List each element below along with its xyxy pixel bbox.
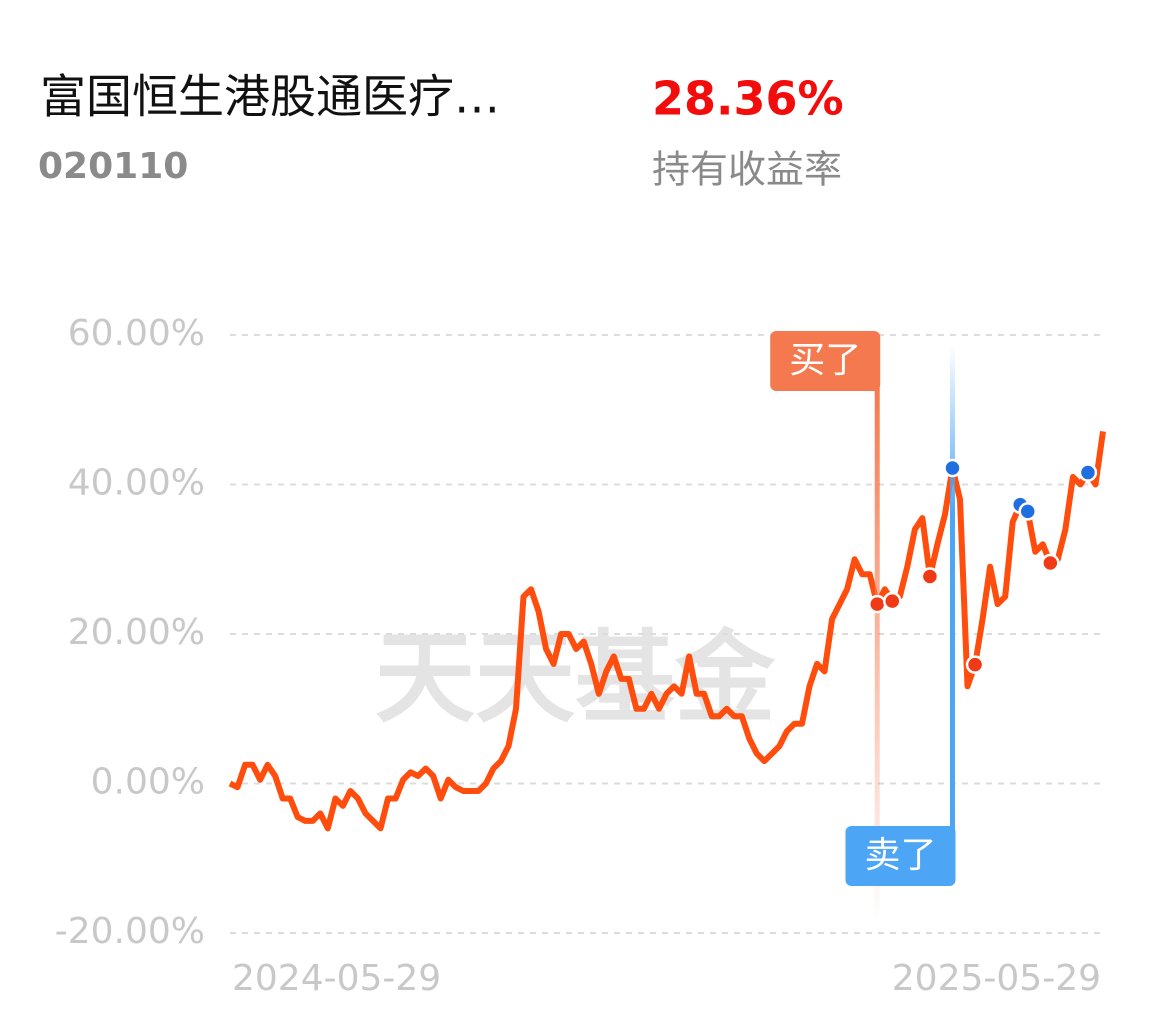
sell-flag-label: 卖了 xyxy=(864,835,936,876)
fund-title: 富国恒生港股通医疗… xyxy=(40,70,500,124)
y-tick-label: -20.00% xyxy=(55,911,205,952)
sell-point xyxy=(1018,502,1037,521)
x-tick-label: 2025-05-29 xyxy=(892,958,1101,999)
x-tick-label: 2024-05-29 xyxy=(232,958,441,999)
sell-point xyxy=(943,458,962,478)
buy-point xyxy=(883,591,902,611)
fund-code: 020110 xyxy=(38,146,188,187)
sell-guide xyxy=(949,345,955,830)
sell-point xyxy=(1078,463,1098,482)
y-tick-label: 20.00% xyxy=(68,612,205,653)
buy-point xyxy=(867,594,887,614)
buy-flag-label: 买了 xyxy=(789,340,861,381)
y-tick-label: 0.00% xyxy=(91,762,205,803)
buy-guide xyxy=(874,388,880,923)
y-tick-label: 60.00% xyxy=(68,313,205,354)
series-line xyxy=(228,430,1106,832)
return-value: 28.36% xyxy=(652,72,844,126)
buy-point xyxy=(1041,553,1060,573)
sell-flag xyxy=(845,826,956,886)
buy-point xyxy=(965,655,985,674)
y-tick-label: 40.00% xyxy=(68,463,205,504)
buy-flag xyxy=(770,331,881,391)
chart: -20.00% 0.00% 20.00% 40.00% 60.00% 2024-05-29… xyxy=(55,313,1106,999)
return-label: 持有收益率 xyxy=(652,148,842,192)
buy-point xyxy=(920,567,940,586)
